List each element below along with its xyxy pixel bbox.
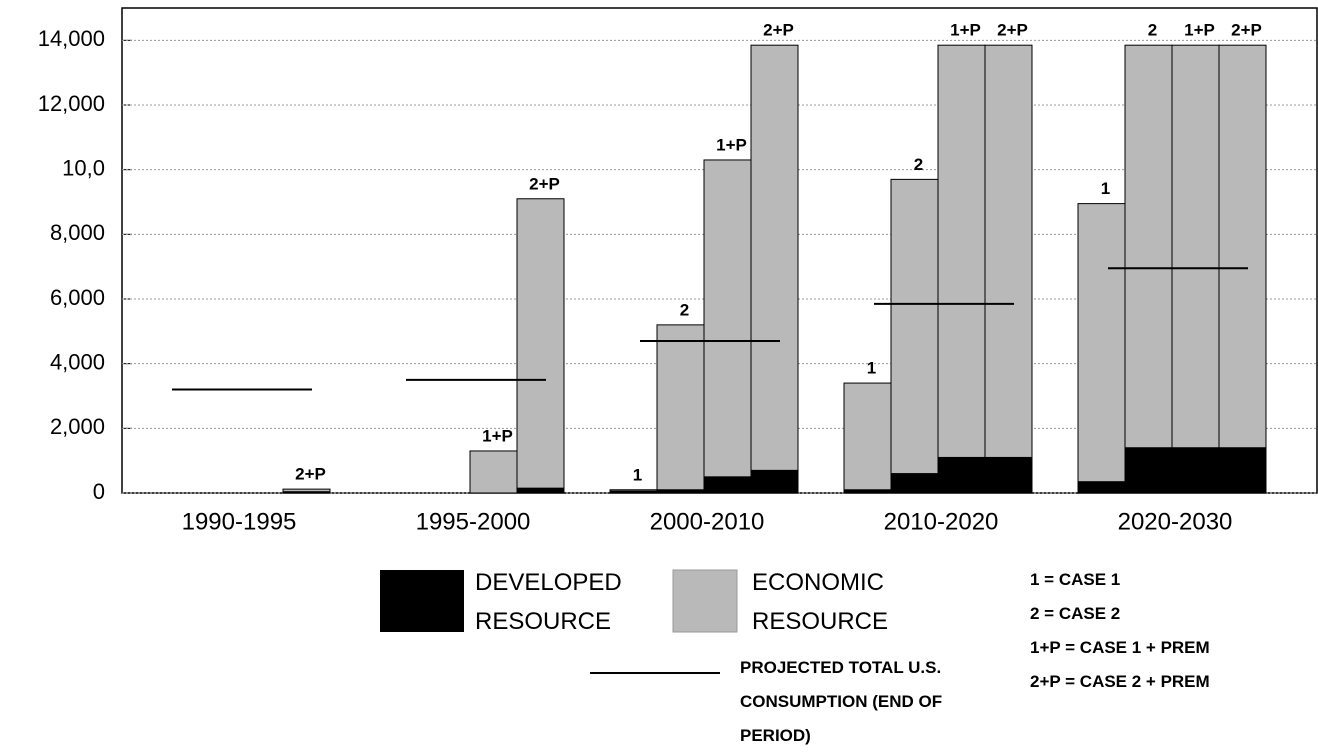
bar-label: 1+P [1184, 21, 1215, 40]
bar-segment [656, 324, 705, 491]
case-key-item: 2+P = CASE 2 + PREM [1030, 672, 1210, 691]
x-tick-label: 2020-2030 [1118, 508, 1233, 535]
bar-segment [750, 469, 799, 494]
bar-label: 2 [914, 155, 923, 174]
bar-label: 1+P [482, 426, 513, 445]
bar-label: 2 [680, 300, 689, 319]
bar-label: 2+P [529, 174, 560, 193]
bar-segment [890, 473, 939, 494]
bar-segment [1077, 203, 1126, 483]
legend-economic: ECONOMIC RESOURCE [752, 569, 889, 635]
bar-segment [516, 487, 565, 494]
bar-label: 2+P [997, 21, 1028, 40]
y-tick-label: 10,0 [62, 155, 105, 180]
x-tick-label: 1990-1995 [182, 508, 297, 535]
bar-label: 2 [1148, 21, 1157, 40]
bar-segment [516, 198, 565, 489]
bar-segment [1124, 447, 1173, 494]
case-key-item: 2 = CASE 2 [1030, 604, 1121, 623]
bar-segment [703, 159, 752, 478]
bar-segment [1218, 44, 1267, 449]
bar-label: 1+P [950, 21, 981, 40]
bar-label: 1+P [716, 135, 747, 154]
y-tick-label: 4,000 [50, 349, 105, 374]
bar-segment [843, 382, 892, 491]
bar-segment [609, 489, 658, 492]
bar-segment [1218, 447, 1267, 494]
bar-segment [984, 44, 1033, 458]
bar-label: 2+P [763, 21, 794, 40]
case-key: 1 = CASE 1 2 = CASE 2 1+P = CASE 1 + PREM 2… [1030, 563, 1210, 699]
bar-segment [750, 44, 799, 471]
bar-segment [469, 450, 518, 494]
y-tick-label: 2,000 [50, 414, 105, 439]
y-tick-label: 6,000 [50, 285, 105, 310]
bar-label: 2+P [295, 465, 326, 484]
case-key-item: 1 = CASE 1 [1030, 570, 1121, 589]
bar-label: 1 [633, 465, 642, 484]
bar-segment [937, 44, 986, 458]
bar-segment [984, 456, 1033, 494]
bar-segment [703, 476, 752, 494]
bar-label: 2+P [1231, 21, 1262, 40]
bar-segment [890, 178, 939, 475]
bar-label: 1 [1101, 179, 1110, 198]
bar-segment [1077, 481, 1126, 494]
bar-segment [1171, 44, 1220, 449]
y-tick-label: 8,000 [50, 220, 105, 245]
x-tick-label: 2010-2020 [884, 508, 999, 535]
y-tick-label: 0 [93, 479, 105, 504]
y-tick-label: 12,000 [38, 91, 105, 116]
y-tick-label: 14,000 [38, 26, 105, 51]
legend-swatch-developed [380, 570, 464, 632]
case-key-item: 1+P = CASE 1 + PREM [1030, 638, 1210, 657]
legend-developed: DEVELOPED RESOURCE [475, 569, 622, 635]
bar-segment [937, 456, 986, 494]
bar-segment [1124, 44, 1173, 449]
legend-consumption: PROJECTED TOTAL U.S. CONSUMPTION (END OF… [740, 658, 943, 745]
legend-swatch-economic [672, 569, 738, 633]
x-tick-label: 2000-2010 [650, 508, 765, 535]
bar-segment [282, 488, 331, 493]
bar-segment [1171, 447, 1220, 494]
x-tick-label: 1995-2000 [416, 508, 531, 535]
bar-label: 1 [867, 359, 876, 378]
